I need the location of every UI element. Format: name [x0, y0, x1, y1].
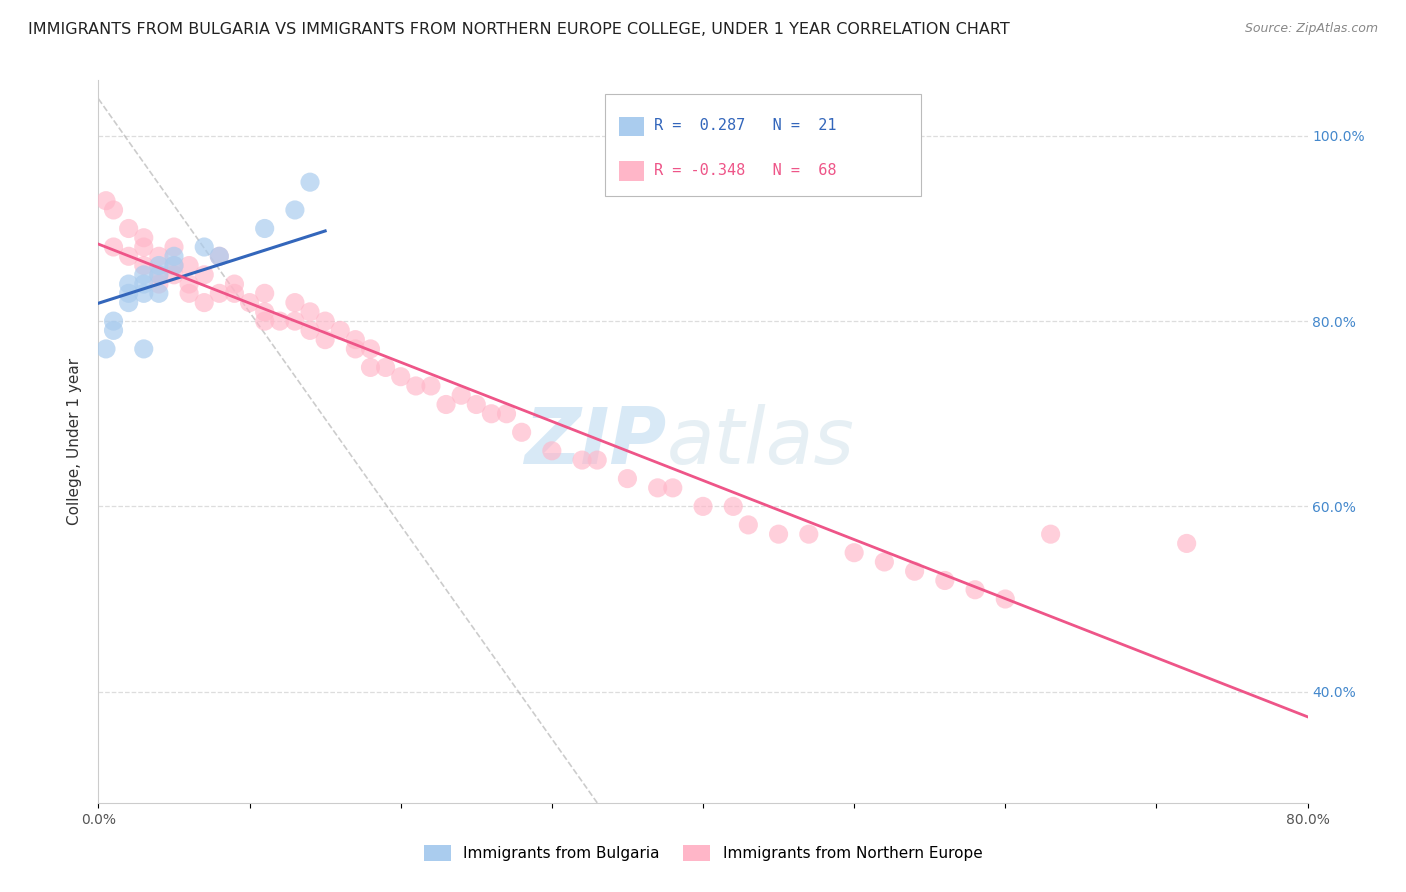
- Point: [661, 156, 683, 170]
- Point: [163, 259, 186, 273]
- Point: [118, 221, 141, 235]
- Text: atlas: atlas: [666, 403, 855, 480]
- Text: ZIP: ZIP: [524, 403, 666, 480]
- Point: [299, 323, 322, 337]
- Point: [148, 259, 170, 273]
- Point: [163, 268, 186, 282]
- Point: [768, 527, 790, 541]
- Point: [253, 305, 276, 319]
- Point: [647, 481, 669, 495]
- Point: [904, 564, 927, 578]
- Legend: Immigrants from Bulgaria, Immigrants from Northern Europe: Immigrants from Bulgaria, Immigrants fro…: [418, 839, 988, 867]
- Point: [434, 397, 457, 411]
- Point: [239, 295, 262, 310]
- Point: [148, 268, 170, 282]
- Point: [148, 277, 170, 291]
- Text: IMMIGRANTS FROM BULGARIA VS IMMIGRANTS FROM NORTHERN EUROPE COLLEGE, UNDER 1 YEA: IMMIGRANTS FROM BULGARIA VS IMMIGRANTS F…: [28, 22, 1010, 37]
- Point: [284, 314, 307, 328]
- Point: [224, 277, 246, 291]
- Point: [253, 286, 276, 301]
- Point: [132, 259, 155, 273]
- Point: [344, 333, 367, 347]
- Point: [510, 425, 533, 440]
- Point: [420, 379, 443, 393]
- Point: [723, 500, 745, 514]
- Point: [360, 342, 382, 356]
- Point: [193, 240, 215, 254]
- Y-axis label: College, Under 1 year: College, Under 1 year: [66, 358, 82, 525]
- Point: [94, 342, 117, 356]
- Point: [132, 286, 155, 301]
- Point: [224, 286, 246, 301]
- Text: R =  0.287   N =  21: R = 0.287 N = 21: [654, 119, 837, 133]
- Point: [179, 277, 201, 291]
- Point: [495, 407, 517, 421]
- Point: [481, 407, 503, 421]
- Point: [94, 194, 117, 208]
- Point: [299, 305, 322, 319]
- Point: [299, 175, 322, 189]
- Point: [374, 360, 396, 375]
- Point: [103, 240, 125, 254]
- Point: [344, 342, 367, 356]
- Point: [1039, 527, 1062, 541]
- Point: [934, 574, 956, 588]
- Point: [148, 249, 170, 263]
- Point: [797, 527, 820, 541]
- Point: [208, 286, 231, 301]
- Point: [179, 259, 201, 273]
- Point: [118, 286, 141, 301]
- Point: [132, 268, 155, 282]
- Point: [118, 277, 141, 291]
- Point: [103, 323, 125, 337]
- Point: [329, 323, 352, 337]
- Point: [360, 360, 382, 375]
- Point: [132, 277, 155, 291]
- Point: [692, 500, 714, 514]
- Point: [284, 295, 307, 310]
- Point: [1175, 536, 1198, 550]
- Point: [450, 388, 472, 402]
- Point: [103, 314, 125, 328]
- Point: [389, 369, 412, 384]
- Text: Source: ZipAtlas.com: Source: ZipAtlas.com: [1244, 22, 1378, 36]
- Point: [873, 555, 896, 569]
- Point: [844, 546, 866, 560]
- Point: [994, 592, 1017, 607]
- Point: [148, 286, 170, 301]
- Point: [132, 240, 155, 254]
- Point: [163, 259, 186, 273]
- Point: [193, 268, 215, 282]
- Point: [965, 582, 987, 597]
- Point: [540, 443, 562, 458]
- Point: [132, 342, 155, 356]
- Point: [269, 314, 291, 328]
- Point: [737, 517, 759, 532]
- Point: [208, 249, 231, 263]
- Point: [118, 295, 141, 310]
- Point: [253, 221, 276, 235]
- Point: [148, 268, 170, 282]
- Point: [179, 286, 201, 301]
- Point: [571, 453, 593, 467]
- Text: R = -0.348   N =  68: R = -0.348 N = 68: [654, 163, 837, 178]
- Point: [586, 453, 609, 467]
- Point: [208, 249, 231, 263]
- Point: [118, 249, 141, 263]
- Point: [253, 314, 276, 328]
- Point: [661, 481, 683, 495]
- Point: [465, 397, 488, 411]
- Point: [132, 231, 155, 245]
- Point: [314, 333, 336, 347]
- Point: [616, 472, 638, 486]
- Point: [405, 379, 427, 393]
- Point: [284, 202, 307, 217]
- Point: [314, 314, 336, 328]
- Point: [163, 240, 186, 254]
- Point: [103, 202, 125, 217]
- Point: [193, 295, 215, 310]
- Point: [163, 249, 186, 263]
